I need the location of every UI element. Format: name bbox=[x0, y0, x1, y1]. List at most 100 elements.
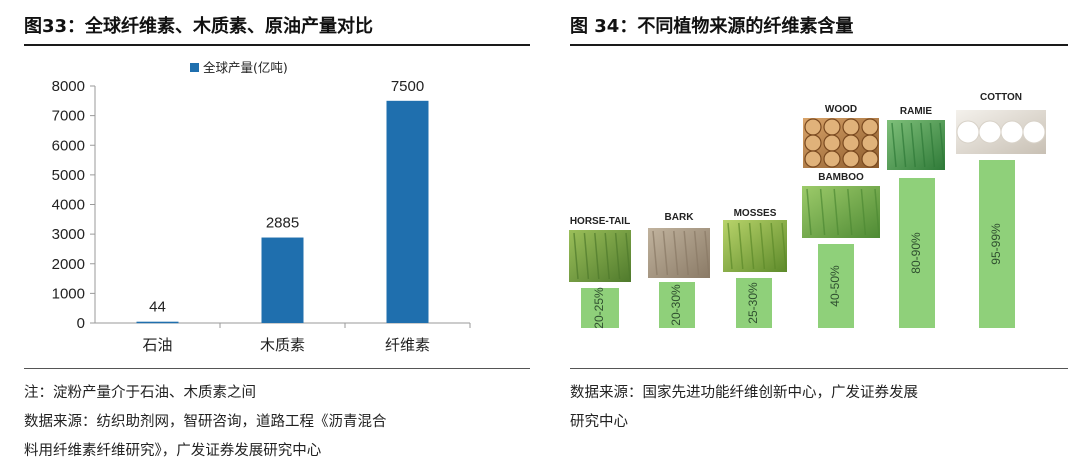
plant-bamboo: BAMBOO 40-50% bbox=[802, 172, 880, 328]
pct-label: 95-99% bbox=[989, 223, 1003, 265]
log-end bbox=[823, 150, 841, 168]
chart-title: 图 34：不同植物来源的纤维素含量 bbox=[570, 12, 1068, 46]
cotton-boll bbox=[1000, 120, 1024, 144]
bamboo-photo bbox=[802, 186, 880, 238]
photo-texture bbox=[874, 188, 880, 236]
horsetail-photo bbox=[569, 230, 631, 282]
y-tick-label: 4000 bbox=[52, 197, 85, 214]
log-end bbox=[804, 118, 822, 136]
plant-bark: BARK 20-30% bbox=[648, 212, 710, 328]
photo-texture bbox=[573, 232, 579, 280]
photo-texture bbox=[614, 232, 621, 280]
left-panel: 图33：全球纤维素、木质素、原油产量对比 0 1000 2000 3000 4000 50… bbox=[0, 0, 530, 471]
bar-1 bbox=[136, 321, 179, 324]
content-bar bbox=[818, 244, 854, 328]
category-label: BAMBOO bbox=[818, 172, 864, 183]
y-tick-label: 7000 bbox=[52, 108, 85, 125]
category-label: COTTON bbox=[980, 92, 1022, 103]
plant-horse-tail: HORSE-TAIL 20-25% bbox=[569, 216, 631, 329]
y-tick-label: 8000 bbox=[52, 78, 85, 95]
legend-label: 全球产量(亿吨) bbox=[203, 60, 288, 75]
content-bar bbox=[659, 282, 695, 328]
photo-texture bbox=[806, 188, 812, 236]
content-bar bbox=[736, 278, 772, 328]
pct-label: 40-50% bbox=[828, 265, 842, 307]
photo-texture bbox=[683, 230, 689, 276]
category-label: MOSSES bbox=[734, 208, 777, 219]
photo-texture bbox=[920, 122, 926, 168]
chart-title: 图33：全球纤维素、木质素、原油产量对比 bbox=[24, 12, 530, 46]
log-end bbox=[842, 150, 860, 168]
category-label: HORSE-TAIL bbox=[570, 216, 630, 227]
photo-texture bbox=[781, 222, 787, 270]
photo-texture bbox=[847, 188, 853, 236]
photo-texture bbox=[939, 122, 945, 168]
log-end bbox=[861, 150, 879, 168]
photo-texture bbox=[594, 232, 600, 280]
mosses-photo bbox=[723, 220, 787, 272]
bark-photo bbox=[648, 228, 710, 278]
ramie-photo bbox=[887, 120, 945, 170]
legend-swatch bbox=[190, 63, 199, 72]
cotton-boll bbox=[1022, 120, 1046, 144]
photo-texture bbox=[604, 232, 610, 280]
x-tick-label: 石油 bbox=[142, 336, 172, 354]
log-end bbox=[804, 150, 822, 168]
content-bar bbox=[979, 160, 1015, 328]
y-tick-label: 6000 bbox=[52, 137, 85, 154]
source-line-cont: 料用纤维素纤维研究》，广发证券发展研究中心 bbox=[24, 443, 322, 459]
photo-texture bbox=[704, 230, 710, 276]
cotton-boll bbox=[956, 120, 980, 144]
y-tick-label: 5000 bbox=[52, 167, 85, 184]
plant-wood: WOOD bbox=[803, 104, 879, 168]
note-line: 注：淀粉产量介于石油、木质素之间 bbox=[24, 385, 256, 401]
photo-texture bbox=[583, 232, 590, 280]
plant-mosses: MOSSES 25-30% bbox=[723, 208, 787, 328]
category-label: BARK bbox=[665, 212, 695, 223]
photo-texture bbox=[833, 188, 839, 236]
photo-texture bbox=[900, 122, 907, 168]
data-label: 44 bbox=[149, 299, 166, 316]
pct-label: 80-90% bbox=[909, 232, 923, 274]
photo-texture bbox=[693, 230, 700, 276]
pct-label: 20-25% bbox=[592, 287, 606, 329]
photo-texture bbox=[673, 230, 679, 276]
log-end bbox=[861, 134, 879, 152]
bar-2 bbox=[261, 237, 304, 323]
cotton-boll bbox=[978, 120, 1002, 144]
plant-cotton: COTTON 95-99% bbox=[956, 92, 1046, 328]
log-end bbox=[804, 134, 822, 152]
category-label: RAMIE bbox=[900, 106, 933, 117]
photo-texture bbox=[910, 122, 916, 168]
y-tick-label: 1000 bbox=[52, 285, 85, 302]
photo-texture bbox=[860, 188, 867, 236]
right-notes: 数据来源：国家先进功能纤维创新中心，广发证券发展 研究中心 bbox=[570, 368, 1068, 437]
source-line: 数据来源：纺织助剂网，智研咨询，道路工程《沥青混合 bbox=[24, 414, 387, 430]
left-notes: 注：淀粉产量介于石油、木质素之间 数据来源：纺织助剂网，智研咨询，道路工程《沥青… bbox=[24, 368, 530, 466]
log-end bbox=[842, 118, 860, 136]
cellulose-content-infographic: HORSE-TAIL 20-25% BARK 20-30% MOSSES 25-30% BA… bbox=[569, 92, 1046, 329]
x-tick-label: 木质素 bbox=[260, 336, 305, 354]
photo-texture bbox=[727, 222, 733, 270]
photo-texture bbox=[891, 122, 897, 168]
right-panel: 图 34：不同植物来源的纤维素含量 HORSE-TAIL 20-25% BARK 20… bbox=[562, 0, 1080, 471]
log-end bbox=[861, 118, 879, 136]
photo-texture bbox=[770, 222, 776, 270]
log-end bbox=[823, 118, 841, 136]
content-bar bbox=[581, 288, 619, 328]
pct-label: 25-30% bbox=[746, 282, 760, 324]
photo-texture bbox=[662, 230, 669, 276]
y-tick-label: 0 bbox=[77, 315, 85, 332]
photo-texture bbox=[652, 230, 658, 276]
bar-3 bbox=[386, 100, 429, 323]
photo-texture bbox=[738, 222, 744, 270]
x-tick-label: 纤维素 bbox=[385, 336, 430, 354]
y-tick-label: 3000 bbox=[52, 226, 85, 243]
source-line-cont: 研究中心 bbox=[570, 414, 628, 430]
data-label: 7500 bbox=[391, 78, 424, 95]
photo-texture bbox=[819, 188, 826, 236]
plant-ramie: RAMIE 80-90% bbox=[887, 106, 945, 328]
photo-texture bbox=[759, 222, 766, 270]
production-bar-chart: 0 1000 2000 3000 4000 5000 6000 7000 8000 44 石油 288… bbox=[52, 60, 471, 354]
y-tick-label: 2000 bbox=[52, 256, 85, 273]
